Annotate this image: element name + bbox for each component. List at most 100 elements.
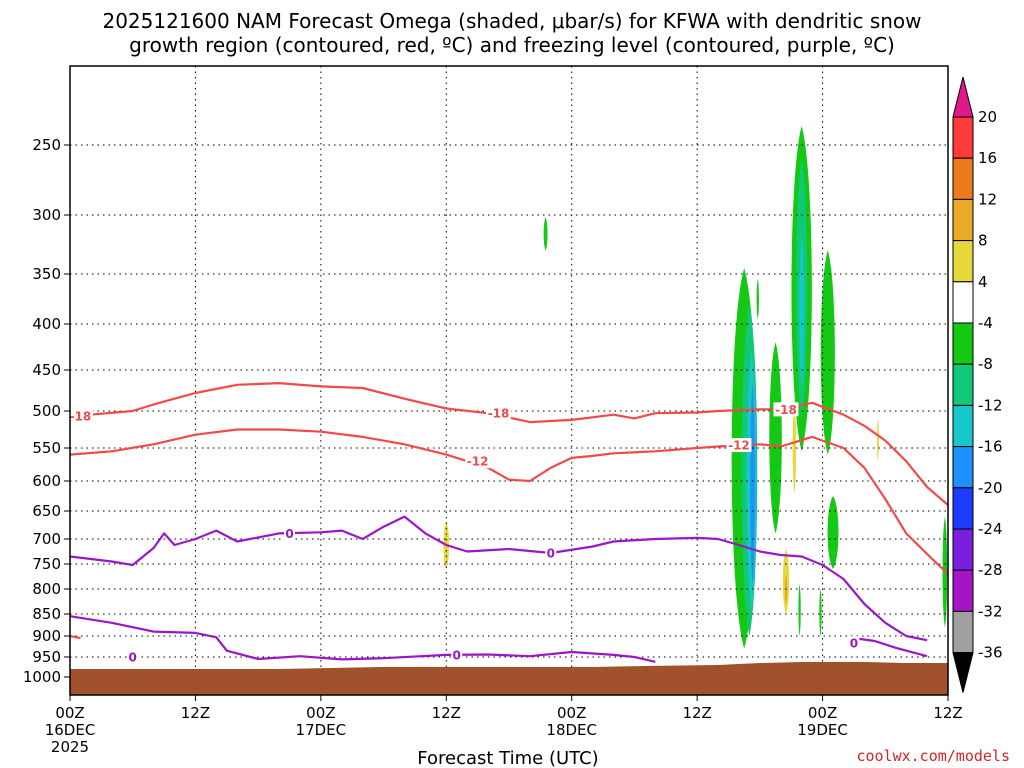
freezing-level-contour-label: 0	[129, 651, 137, 665]
colorbar-tick-label: -24	[978, 520, 1003, 538]
omega-shading	[443, 126, 948, 649]
dgz-contour-label: -12	[467, 455, 489, 469]
colorbar-tick-label: -36	[978, 644, 1003, 662]
x-tick-date-label: 17DEC	[296, 721, 347, 739]
dgz-contour	[69, 382, 949, 506]
colorbar-tick-label: 12	[978, 190, 997, 208]
ground-surface	[70, 662, 948, 695]
y-tick-label: 300	[32, 206, 61, 224]
omega-region	[750, 382, 755, 584]
freezing-level-label-bg	[127, 650, 139, 664]
colorbar-top-arrow	[952, 76, 974, 118]
colorbar-swatch	[952, 240, 974, 283]
y-tick-label: 750	[32, 555, 61, 573]
y-tick-label: 450	[32, 361, 61, 379]
grid-lines	[70, 66, 948, 695]
contour-layer: -18 -18 -18 -12 -12 0 0 0 0 0	[67, 382, 949, 665]
freezing-level-contour-label: 0	[285, 527, 293, 541]
omega-region	[756, 279, 759, 319]
x-tick-label: 12Z	[432, 704, 461, 722]
x-tick-label: 12Z	[181, 704, 210, 722]
omega-region	[877, 418, 879, 462]
colorbar-swatch	[952, 528, 974, 571]
x-tick-date-label: 18DEC	[546, 721, 597, 739]
dgz-contour	[69, 428, 949, 575]
y-tick-label: 700	[32, 530, 61, 548]
freezing-level-contour	[853, 637, 928, 658]
dgz-label-bg	[486, 406, 512, 421]
dgz-label-bg	[726, 438, 752, 453]
colorbar-swatch	[952, 157, 974, 200]
omega-region	[819, 589, 822, 636]
y-tick-label: 850	[32, 605, 61, 623]
colorbar-swatch	[952, 569, 974, 612]
colorbar-tick-label: -28	[978, 561, 1003, 579]
dgz-label-bg	[773, 402, 799, 417]
freezing-level-contour-label: 0	[850, 637, 858, 651]
omega-region	[792, 402, 797, 493]
colorbar: 20 16 12 8 4 -4 -8 -12 -16 -20 -24 -28 -32 -36	[952, 76, 1003, 693]
omega-region	[543, 217, 548, 251]
colorbar-swatch	[952, 487, 974, 530]
dgz-label-bg	[67, 409, 93, 424]
omega-region	[827, 496, 839, 569]
colorbar-tick-label: -4	[978, 314, 993, 332]
colorbar-tick-label: -16	[978, 438, 1003, 456]
y-tick-label: 800	[32, 580, 61, 598]
dgz-contour-label: -18	[70, 410, 92, 424]
colorbar-swatch	[952, 281, 974, 324]
ground-layer	[70, 662, 948, 695]
y-tick-label: 400	[32, 315, 61, 333]
freezing-level-label-bg	[451, 647, 463, 662]
y-tick-label: 500	[32, 402, 61, 420]
x-tick-label: 00Z	[306, 704, 335, 722]
omega-region	[798, 584, 801, 636]
colorbar-tick-label: 4	[978, 273, 988, 291]
colorbar-tick-label: 16	[978, 149, 997, 167]
x-tick-label: 00Z	[808, 704, 837, 722]
colorbar-swatch	[952, 198, 974, 242]
y-tick-label: 650	[32, 502, 61, 520]
y-tick-label: 900	[32, 627, 61, 645]
colorbar-bottom-arrow	[952, 652, 974, 693]
x-tick-label: 00Z	[557, 704, 586, 722]
colorbar-tick-label: -20	[978, 479, 1003, 497]
chart-title-line-2: growth region (contoured, red, ºC) and f…	[129, 33, 895, 57]
y-tick-label: 550	[32, 439, 61, 457]
colorbar-tick-label: -8	[978, 355, 993, 373]
freezing-level-contour-label: 0	[547, 547, 555, 561]
x-tick-year-label: 2025	[51, 738, 89, 756]
plot-frame	[69, 65, 949, 696]
freezing-level-label-bg	[284, 526, 295, 541]
y-tick-label: 350	[32, 265, 61, 283]
y-tick-label: 250	[32, 136, 61, 154]
dgz-label-bg	[465, 454, 491, 469]
freezing-level-label-bg	[545, 546, 557, 560]
x-tick-date-label: 19DEC	[797, 721, 848, 739]
colorbar-swatch	[952, 404, 974, 448]
dgz-contour-label: -18	[775, 403, 797, 417]
y-tick-label: 1000	[23, 668, 61, 686]
x-tick-label: 12Z	[933, 704, 962, 722]
credit-link[interactable]: coolwx.com/models	[856, 747, 1010, 765]
dgz-contour	[69, 634, 81, 640]
colorbar-tick-label: 8	[978, 232, 988, 250]
colorbar-tick-label: -32	[978, 602, 1003, 620]
omega-region	[799, 238, 805, 387]
colorbar-swatch	[952, 610, 974, 654]
dgz-contour-label: -18	[488, 407, 510, 421]
colorbar-swatch	[952, 446, 974, 489]
dgz-contour-label: -12	[728, 439, 750, 453]
omega-region	[820, 250, 835, 455]
colorbar-swatch	[952, 116, 974, 159]
colorbar-tick-label: 20	[978, 108, 997, 126]
chart-title-line-1: 2025121600 NAM Forecast Omega (shaded, μ…	[102, 9, 922, 33]
freezing-level-contour-label: 0	[453, 648, 461, 662]
y-tick-label: 950	[32, 648, 61, 666]
freezing-level-label-bg	[848, 636, 860, 651]
freezing-level-contour	[69, 515, 928, 642]
x-axis-title: Forecast Time (UTC)	[417, 748, 598, 768]
omega-region	[769, 342, 782, 534]
